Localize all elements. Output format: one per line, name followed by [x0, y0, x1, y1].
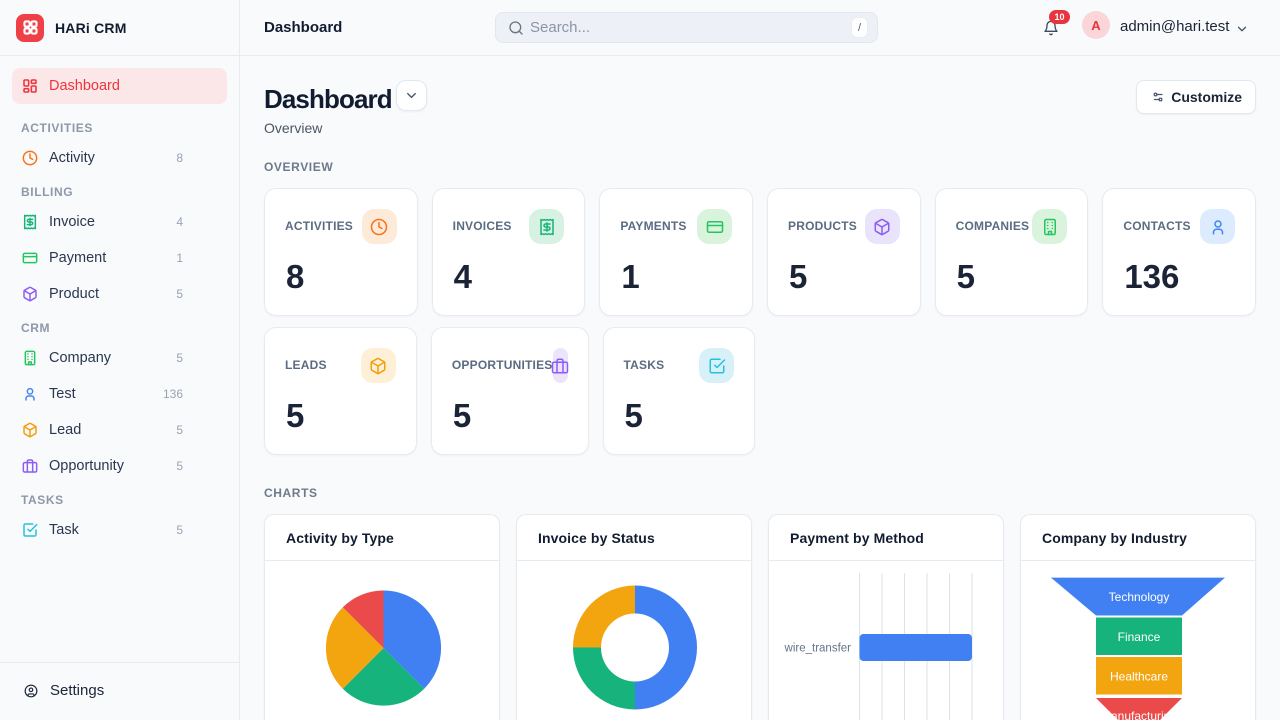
svg-text:Healthcare: Healthcare: [1110, 670, 1168, 684]
svg-text:Technology: Technology: [1109, 590, 1170, 604]
svg-text:wire_transfer: wire_transfer: [784, 643, 852, 655]
svg-text:Manufacturing: Manufacturing: [1101, 709, 1177, 720]
svg-text:Finance: Finance: [1118, 630, 1161, 644]
